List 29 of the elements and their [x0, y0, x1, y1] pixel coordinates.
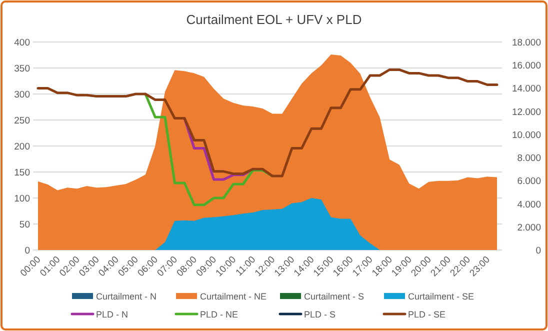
- chart-title: Curtailment EOL + UFV x PLD: [186, 12, 362, 27]
- y2-tick-label: 18.000: [512, 38, 541, 48]
- y-tick-label: 250: [14, 116, 30, 126]
- line-series: [36, 68, 498, 178]
- y-tick-label: 200: [14, 142, 30, 152]
- y-tick-label: 150: [14, 168, 30, 178]
- y2-tick-label: 8.000: [517, 153, 541, 164]
- y-tick-label: 100: [14, 194, 30, 204]
- y2-tick-label: 10.000: [512, 130, 541, 141]
- y-tick-label: 350: [14, 64, 30, 74]
- y-tick-label: 0: [24, 246, 30, 256]
- legend-label: Curtailment - S: [304, 292, 364, 302]
- legend-label: Curtailment - SE: [408, 292, 474, 302]
- legend-label: PLD - NE: [200, 310, 238, 320]
- y-tick-label: 400: [14, 38, 30, 48]
- y2-tick-label: 14.000: [512, 84, 541, 95]
- y2-tick-label: 16.000: [512, 60, 541, 72]
- y-tick-label: 300: [14, 90, 30, 100]
- y2-tick-label: 2.000: [517, 222, 541, 234]
- legend-label: PLD - SE: [408, 310, 446, 320]
- legend-label: Curtailment - NE: [200, 292, 267, 302]
- y2-tick-label: 6.000: [517, 176, 541, 188]
- y-tick-label: 50: [19, 220, 30, 230]
- legend-label: PLD - S: [304, 310, 336, 320]
- legend-label: PLD - N: [96, 310, 128, 320]
- y2-tick-label: 0: [536, 246, 541, 256]
- legend-label: Curtailment - N: [96, 292, 157, 302]
- y2-tick-label: 4.000: [517, 199, 541, 210]
- y2-tick-label: 12.000: [512, 106, 541, 118]
